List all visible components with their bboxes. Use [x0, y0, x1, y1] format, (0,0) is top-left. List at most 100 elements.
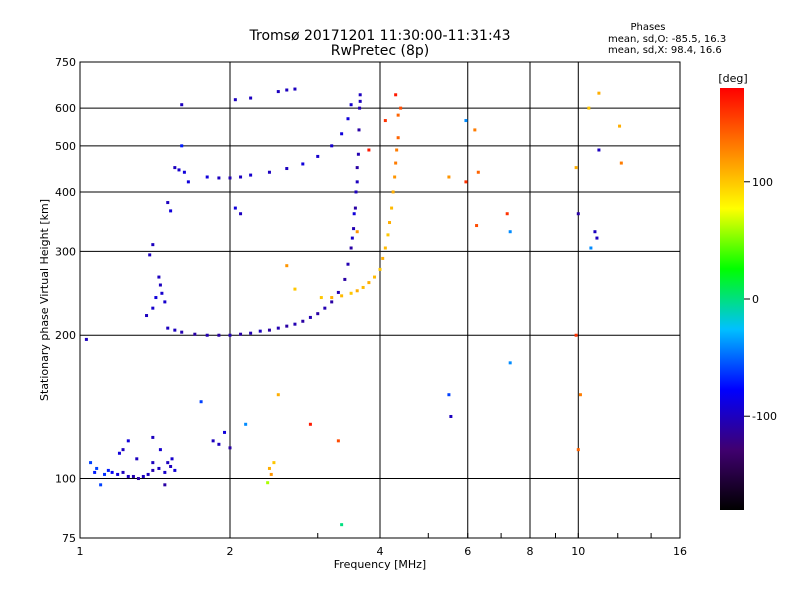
data-point: [285, 167, 289, 171]
data-point: [177, 168, 181, 172]
data-point: [276, 326, 280, 330]
data-point: [163, 470, 167, 474]
data-point: [390, 206, 394, 210]
data-point: [388, 221, 392, 225]
data-point: [595, 236, 599, 240]
data-point: [293, 322, 297, 326]
grid-lines: [80, 62, 680, 538]
data-point: [464, 180, 468, 184]
data-point: [157, 275, 161, 279]
data-point: [358, 106, 362, 110]
data-point: [151, 461, 155, 465]
data-point: [166, 326, 170, 330]
plot-frame: [79, 61, 681, 539]
data-point: [508, 230, 512, 234]
data-point: [180, 144, 184, 148]
data-point: [319, 296, 323, 300]
data-point: [121, 448, 125, 452]
data-point: [367, 281, 371, 285]
x-tick-label: 6: [464, 545, 471, 558]
data-point: [166, 201, 170, 205]
data-point: [383, 246, 387, 250]
data-point: [182, 170, 186, 174]
data-point: [173, 468, 177, 472]
x-tick-label: 16: [673, 545, 687, 558]
data-point: [301, 319, 305, 323]
data-point: [578, 393, 582, 397]
data-point: [169, 209, 173, 213]
data-point: [180, 103, 184, 107]
data-point: [352, 212, 356, 216]
chart-subtitle: RwPretec (8p): [331, 43, 429, 59]
y-axis-label: Stationary phase Virtual Height [km]: [38, 199, 51, 401]
data-point: [330, 300, 334, 304]
legend-title: Phases: [630, 22, 665, 33]
data-point: [378, 267, 382, 271]
data-point: [316, 154, 320, 158]
data-point: [249, 331, 253, 335]
data-point: [381, 256, 385, 260]
data-point: [136, 477, 140, 481]
data-point: [508, 361, 512, 365]
data-point: [464, 119, 468, 123]
data-point: [395, 148, 399, 152]
data-point: [239, 175, 243, 179]
data-point: [354, 190, 358, 194]
data-point: [169, 464, 173, 468]
data-point: [576, 448, 580, 452]
data-point: [199, 400, 203, 404]
y-tick-label: 200: [55, 329, 76, 342]
data-point: [223, 430, 227, 434]
data-point: [399, 106, 403, 110]
data-point: [343, 277, 347, 281]
data-point: [117, 451, 121, 455]
data-point: [121, 470, 125, 474]
data-point: [110, 470, 114, 474]
data-point: [160, 291, 164, 295]
data-point: [355, 289, 359, 293]
x-axis-label: Frequency [MHz]: [334, 558, 426, 571]
x-tick-label: 4: [377, 545, 384, 558]
data-point: [258, 329, 262, 333]
data-point: [301, 162, 305, 166]
chart-title: Tromsø 20171201 11:30:00-11:31:43: [249, 28, 511, 44]
data-point: [233, 206, 237, 210]
data-point: [473, 128, 477, 132]
data-point: [316, 312, 320, 316]
data-point: [285, 88, 289, 92]
data-point: [340, 523, 344, 527]
data-point: [386, 233, 390, 237]
data-point: [308, 315, 312, 319]
data-point: [228, 333, 232, 337]
data-point: [158, 448, 162, 452]
y-tick-label: 750: [55, 56, 76, 69]
data-point: [151, 306, 155, 310]
y-tick-label: 100: [55, 473, 76, 486]
data-point: [151, 435, 155, 439]
data-points: [84, 87, 623, 527]
data-point: [356, 152, 360, 156]
data-point: [330, 296, 334, 300]
data-point: [391, 190, 395, 194]
data-point: [173, 166, 177, 170]
data-point: [205, 175, 209, 179]
data-point: [217, 176, 221, 180]
data-point: [349, 246, 353, 250]
colorbar-tick-label: -100: [752, 410, 777, 423]
data-point: [180, 330, 184, 334]
data-point: [367, 148, 371, 152]
data-point: [163, 483, 167, 487]
data-point: [151, 243, 155, 247]
colorbar: [720, 88, 744, 510]
data-point: [350, 236, 354, 240]
data-point: [618, 124, 622, 128]
data-point: [267, 466, 271, 470]
data-point: [272, 461, 276, 465]
data-point: [267, 170, 271, 174]
data-point: [217, 442, 221, 446]
data-point: [285, 324, 289, 328]
data-point: [148, 253, 152, 257]
y-tick-label: 75: [62, 532, 76, 545]
data-point: [358, 93, 362, 97]
data-point: [361, 285, 365, 289]
